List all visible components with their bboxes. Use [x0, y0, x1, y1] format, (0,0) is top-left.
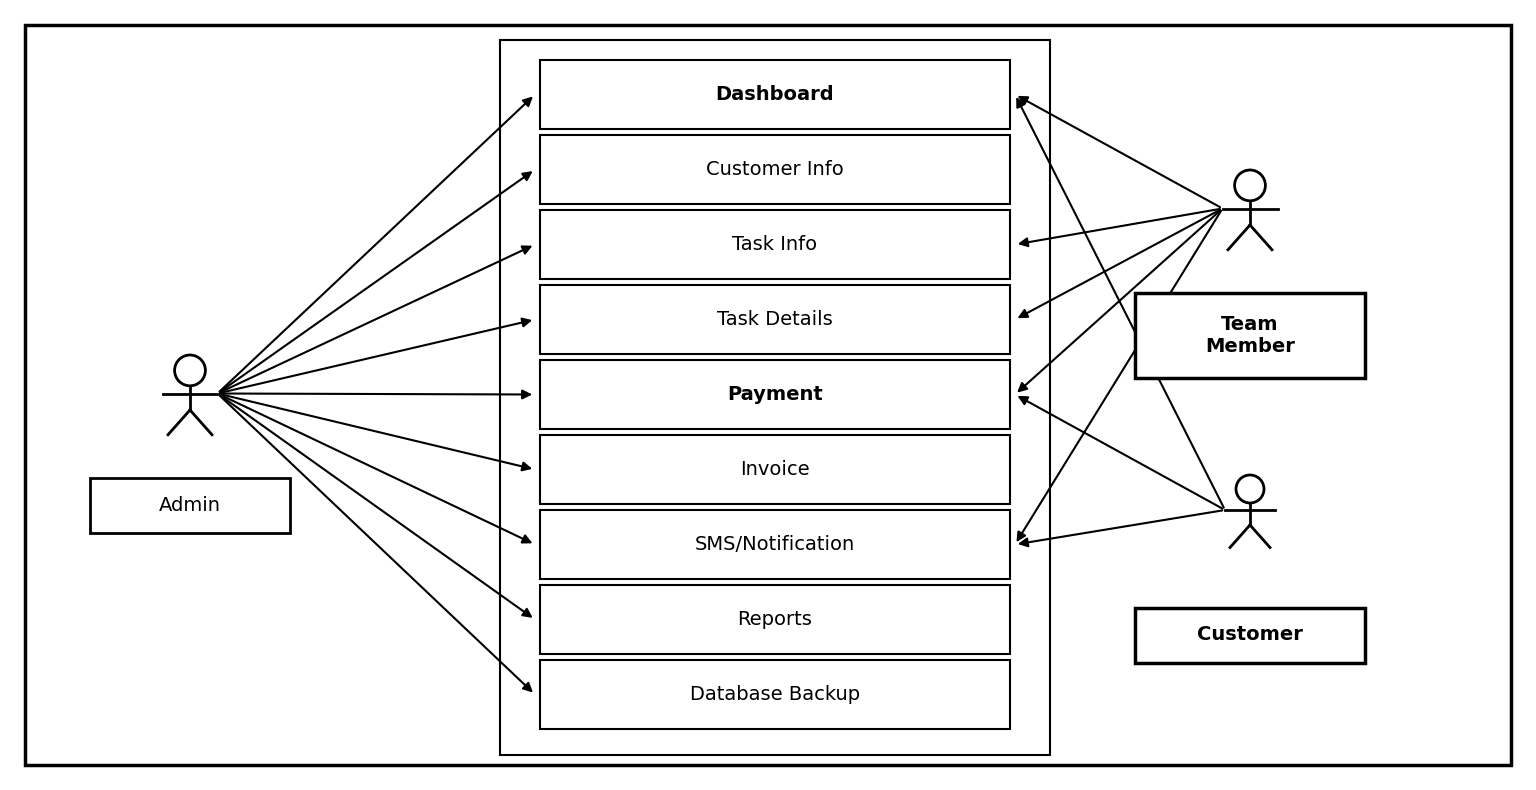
Bar: [541, 360, 1011, 429]
Text: Invoice: Invoice: [740, 460, 809, 479]
Text: Customer: Customer: [1197, 626, 1303, 645]
Text: Customer Info: Customer Info: [707, 160, 843, 179]
Text: Reports: Reports: [737, 610, 813, 629]
Bar: [541, 660, 1011, 729]
Bar: [541, 135, 1011, 204]
Text: Admin: Admin: [160, 495, 221, 514]
Bar: [501, 40, 1051, 755]
Text: Task Info: Task Info: [733, 235, 817, 254]
Bar: [1135, 608, 1366, 663]
Text: Payment: Payment: [727, 385, 823, 404]
Bar: [1135, 292, 1366, 378]
Text: Dashboard: Dashboard: [716, 85, 834, 104]
Bar: [541, 510, 1011, 579]
Bar: [541, 435, 1011, 504]
Bar: [541, 285, 1011, 354]
Bar: [541, 585, 1011, 654]
Text: SMS/Notification: SMS/Notification: [694, 535, 856, 554]
Bar: [91, 477, 290, 532]
Text: Database Backup: Database Backup: [690, 685, 860, 704]
Bar: [541, 210, 1011, 279]
Text: Team
Member: Team Member: [1206, 314, 1295, 356]
Text: Task Details: Task Details: [717, 310, 833, 329]
Bar: [541, 60, 1011, 129]
